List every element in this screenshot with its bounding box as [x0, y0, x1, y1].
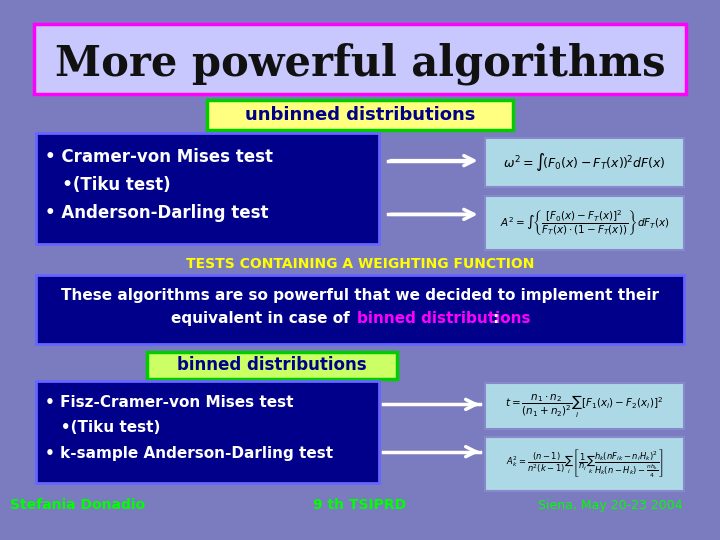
Text: $\omega^2 = \int\!\left(F_0(x)-F_T(x)\right)^{\!2}dF(x)$: $\omega^2 = \int\!\left(F_0(x)-F_T(x)\ri…	[503, 152, 666, 173]
Text: 9 th TSIPRD: 9 th TSIPRD	[313, 498, 407, 512]
FancyBboxPatch shape	[485, 138, 685, 187]
Text: • Anderson-Darling test: • Anderson-Darling test	[45, 204, 269, 221]
FancyBboxPatch shape	[485, 196, 685, 249]
FancyBboxPatch shape	[35, 381, 379, 483]
Text: binned distributions: binned distributions	[357, 310, 531, 326]
Text: • k-sample Anderson-Darling test: • k-sample Anderson-Darling test	[45, 446, 333, 461]
Text: $t = \dfrac{n_1\cdot n_2}{(n_1+n_2)^2}\sum_i\left[F_1(x_i)-F_2(x_i)\right]^2$: $t = \dfrac{n_1\cdot n_2}{(n_1+n_2)^2}\s…	[505, 393, 663, 420]
FancyBboxPatch shape	[35, 275, 685, 344]
FancyBboxPatch shape	[485, 437, 685, 491]
Text: •(Tiku test): •(Tiku test)	[45, 176, 171, 194]
FancyBboxPatch shape	[207, 100, 513, 130]
Text: • Fisz-Cramer-von Mises test: • Fisz-Cramer-von Mises test	[45, 395, 293, 410]
Text: These algorithms are so powerful that we decided to implement their: These algorithms are so powerful that we…	[61, 287, 659, 302]
Text: equivalent in case of: equivalent in case of	[171, 310, 356, 326]
Text: :: :	[492, 310, 499, 326]
Text: •(Tiku test): •(Tiku test)	[45, 420, 161, 435]
Text: More powerful algorithms: More powerful algorithms	[55, 42, 665, 85]
Text: binned distributions: binned distributions	[177, 356, 366, 374]
Text: $A_k^2 = \dfrac{(n-1)}{n^2(k-1)}\sum_i\left[\dfrac{1}{n_i}\sum_k\dfrac{h_k(nF_{i: $A_k^2 = \dfrac{(n-1)}{n^2(k-1)}\sum_i\l…	[505, 448, 663, 480]
FancyBboxPatch shape	[34, 24, 686, 94]
Text: Stefania Donadio: Stefania Donadio	[10, 498, 145, 512]
Text: $A^2 = \int\!\left\{\dfrac{\left[F_0(x)-F_T(x)\right]^2}{F_T(x)\cdot\left(1-F_T(: $A^2 = \int\!\left\{\dfrac{\left[F_0(x)-…	[500, 208, 669, 237]
FancyBboxPatch shape	[147, 352, 397, 380]
Text: • Cramer-von Mises test: • Cramer-von Mises test	[45, 148, 273, 166]
Text: TESTS CONTAINING A WEIGHTING FUNCTION: TESTS CONTAINING A WEIGHTING FUNCTION	[186, 256, 534, 271]
Text: unbinned distributions: unbinned distributions	[245, 106, 475, 124]
FancyBboxPatch shape	[35, 133, 379, 244]
FancyBboxPatch shape	[485, 383, 685, 429]
Text: Siena, May 20-23 2004: Siena, May 20-23 2004	[538, 499, 683, 512]
